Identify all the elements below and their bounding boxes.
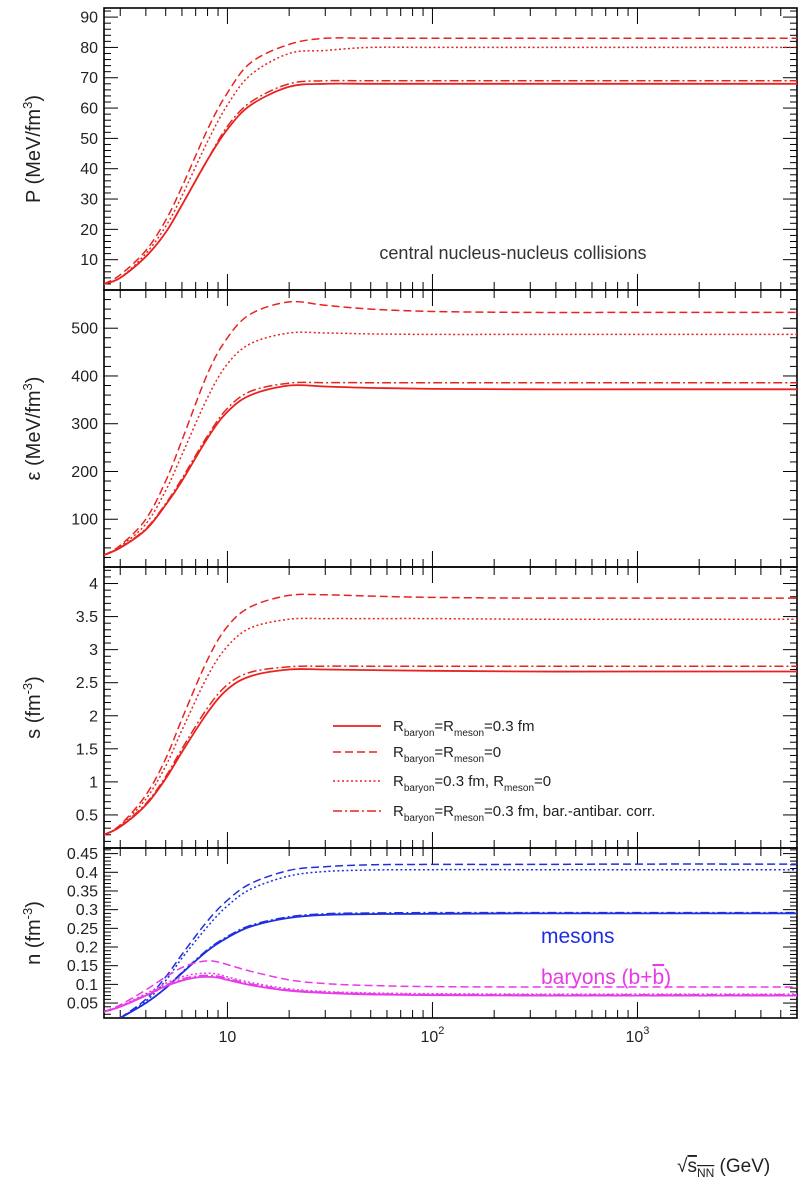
y-tick-label: 50 bbox=[80, 131, 98, 148]
y-tick-label: 0.5 bbox=[76, 807, 98, 824]
legend-subscript: meson bbox=[454, 813, 484, 824]
x-tick-label: 10 bbox=[219, 1029, 237, 1046]
panel-energy-density: 100 200 300 400 500 ε (MeV/fm3) bbox=[20, 289, 798, 568]
y-tick-label: 2 bbox=[89, 708, 98, 725]
y-axis-label: s (fm-3) bbox=[20, 676, 45, 739]
panel-number-density: 0.05 0.1 0.150.2 0.25 0.3 0.350.4 0.45 n (fm-3)… bbox=[20, 846, 798, 1019]
series-line-baryons-R_both_03_corr bbox=[104, 974, 797, 1013]
y-tick-label: 3 bbox=[89, 642, 98, 659]
y-tick-label: 0.35 bbox=[67, 883, 98, 900]
legend-entry: Rbaryon=Rmeson=0.3 fm bbox=[393, 718, 534, 739]
y-tick-label: 90 bbox=[80, 10, 98, 27]
series-line-mesons-R_both_0 bbox=[119, 863, 797, 1018]
y-tick-label: 20 bbox=[80, 222, 98, 239]
x-axis: 10 102 103 √sNN (GeV) bbox=[219, 1025, 771, 1180]
series-line-R_both_03_corr bbox=[104, 79, 797, 285]
x-tick-exponent: 3 bbox=[643, 1025, 649, 1037]
y-label-superscript: 3 bbox=[20, 383, 35, 390]
y-tick-label: 80 bbox=[80, 40, 98, 57]
y-tick-label: 10 bbox=[80, 252, 98, 269]
series-group bbox=[104, 37, 797, 285]
y-tick-label: 1.5 bbox=[76, 741, 98, 758]
baryons-label: baryons (b+b) bbox=[541, 966, 671, 989]
panel-entropy-density: 0.5 1 1.5 2 2.5 3 3.5 4 s (fm-3) bbox=[20, 566, 798, 849]
legend-subscript: baryon bbox=[404, 783, 435, 794]
y-tick-label: 3.5 bbox=[76, 609, 98, 626]
series-line-R_baryon_03_meson_0 bbox=[104, 331, 797, 556]
series-line-R_baryon_03_meson_0 bbox=[104, 617, 797, 836]
legend-entry: Rbaryon=Rmeson=0.3 fm, bar.-antibar. cor… bbox=[393, 803, 655, 824]
y-tick-label: 4 bbox=[89, 576, 98, 593]
series-group bbox=[104, 863, 797, 1018]
series-group bbox=[104, 593, 797, 836]
y-tick-label: 0.25 bbox=[67, 921, 98, 938]
y-tick-label: 1 bbox=[89, 774, 98, 791]
legend-subscript: meson bbox=[454, 728, 484, 739]
y-tick-label: 2.5 bbox=[76, 675, 98, 692]
y-tick-label: 0.15 bbox=[67, 958, 98, 975]
y-axis-label: P (MeV/fm3) bbox=[20, 95, 45, 203]
y-tick-label: 400 bbox=[71, 368, 98, 385]
y-tick-label: 40 bbox=[80, 161, 98, 178]
y-tick-label: 0.3 bbox=[76, 902, 98, 919]
mesons-label: mesons bbox=[541, 925, 615, 948]
legend-subscript: baryon bbox=[404, 728, 435, 739]
y-axis-label: n (fm-3) bbox=[20, 901, 45, 965]
series-line-R_both_0 bbox=[104, 593, 797, 836]
y-label-superscript: -3 bbox=[20, 908, 35, 920]
series-line-R_both_03 bbox=[104, 82, 797, 285]
legend-subscript: meson bbox=[454, 754, 484, 765]
y-axis-label: ε (MeV/fm3) bbox=[20, 377, 45, 481]
legend-subscript: meson bbox=[504, 783, 534, 794]
y-tick-label: 70 bbox=[80, 70, 98, 87]
legend-entry: Rbaryon=0.3 fm, Rmeson=0 bbox=[393, 773, 551, 794]
y-tick-label: 0.4 bbox=[76, 865, 98, 882]
x-axis-label: √sNN (GeV) bbox=[677, 1156, 770, 1180]
y-tick-label: 0.2 bbox=[76, 940, 98, 957]
plot-frame bbox=[103, 289, 798, 568]
series-line-R_both_03 bbox=[104, 668, 797, 836]
y-tick-label: 300 bbox=[71, 416, 98, 433]
y-tick-label: 200 bbox=[71, 464, 98, 481]
sqrt-symbol: √ bbox=[677, 1156, 688, 1177]
y-label-superscript: 3 bbox=[20, 102, 35, 109]
y-tick-label: 0.05 bbox=[67, 996, 98, 1013]
series-group bbox=[104, 300, 797, 556]
y-tick-label: 500 bbox=[71, 321, 98, 338]
series-line-mesons-R_both_03_corr bbox=[119, 911, 797, 1018]
series-line-R_both_0 bbox=[104, 37, 797, 285]
y-label-superscript: -3 bbox=[20, 683, 35, 695]
y-tick-label: 30 bbox=[80, 192, 98, 209]
series-line-mesons-R_both_03 bbox=[119, 912, 797, 1018]
x-tick-exponent: 2 bbox=[438, 1025, 444, 1037]
series-line-baryons-R_both_0 bbox=[104, 960, 797, 1013]
series-line-baryons-R_both_03 bbox=[104, 975, 797, 1013]
panel-annotation: central nucleus-nucleus collisions bbox=[379, 243, 646, 263]
series-line-baryons-R_baryon_03_meson_0 bbox=[104, 972, 797, 1013]
series-line-R_both_0 bbox=[104, 300, 797, 556]
legend-subscript: baryon bbox=[404, 813, 435, 824]
plot-frame bbox=[103, 847, 798, 1019]
legend-subscript: baryon bbox=[404, 754, 435, 765]
x-tick-label: 103 bbox=[626, 1025, 650, 1046]
y-tick-label: 0.1 bbox=[76, 977, 98, 994]
antibaryon-symbol: b bbox=[652, 966, 664, 989]
series-line-R_both_03 bbox=[104, 384, 797, 556]
legend: Rbaryon=Rmeson=0.3 fm Rbaryon=Rmeson=0 Rba… bbox=[333, 718, 655, 824]
y-tick-label: 0.45 bbox=[67, 846, 98, 863]
series-line-mesons-R_baryon_03_meson_0 bbox=[119, 868, 797, 1018]
series-line-R_both_03_corr bbox=[104, 381, 797, 556]
y-tick-label: 100 bbox=[71, 512, 98, 529]
panel-pressure: 10 20 30 40 50 60 70 80 90 P (MeV/fm3) central nuc… bbox=[20, 7, 798, 291]
y-tick-label: 60 bbox=[80, 101, 98, 118]
x-label-subscript: NN bbox=[697, 1166, 714, 1180]
series-line-R_both_03_corr bbox=[104, 665, 797, 836]
x-tick-label: 102 bbox=[420, 1025, 444, 1046]
legend-entry: Rbaryon=Rmeson=0 bbox=[393, 744, 501, 765]
